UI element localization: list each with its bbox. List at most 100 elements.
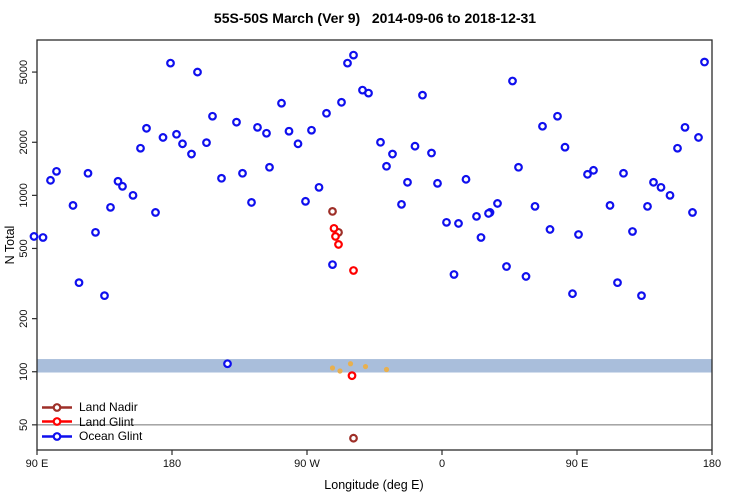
data-point-ocean-glint — [493, 199, 502, 208]
data-point-ocean-glint — [136, 143, 145, 153]
data-point-ocean-glint — [605, 201, 615, 210]
data-point-ocean-glint — [106, 202, 115, 212]
data-point-ocean-glint — [461, 174, 471, 184]
data-point-ocean-glint — [74, 278, 84, 288]
plot-legend: Land Nadir Land Glint Ocean Glint — [41, 400, 142, 444]
data-point-land-glint — [347, 371, 357, 381]
data-point-ocean-glint — [364, 88, 373, 98]
data-point-ocean-glint — [91, 227, 100, 237]
y-tick-label: 2000 — [18, 130, 30, 154]
data-point-ocean-glint — [700, 57, 709, 67]
data-point-ocean-glint — [217, 173, 226, 183]
data-point-ocean-glint — [433, 178, 442, 188]
data-point-ocean-glint — [427, 148, 436, 158]
land-glint-symbol-icon — [42, 417, 72, 427]
data-point-ocean-glint — [449, 270, 459, 279]
data-point-ocean-glint — [238, 168, 247, 178]
data-point-ocean-glint — [232, 117, 241, 127]
data-point-ocean-glint — [665, 190, 675, 200]
data-point-ocean-glint — [142, 123, 151, 133]
data-point-ocean-glint — [265, 162, 274, 172]
data-point-ocean-glint — [476, 233, 486, 242]
data-point-ocean-glint — [29, 232, 39, 241]
data-point-orange — [337, 368, 343, 374]
data-point-ocean-glint — [247, 198, 256, 207]
data-point-ocean-glint — [38, 233, 48, 242]
data-point-ocean-glint — [560, 142, 570, 152]
data-point-ocean-glint — [382, 161, 391, 171]
legend-label: Land Glint — [79, 414, 134, 429]
data-point-ocean-glint — [322, 108, 331, 118]
plot-layers: 90 E 180 90 W 0 90 E 180 50 100 200 500 1000 2000 50… — [18, 39, 721, 470]
data-point-ocean-glint — [574, 230, 583, 239]
data-point-ocean-glint — [521, 272, 531, 281]
y-tick-label: 100 — [18, 363, 30, 381]
legend-circle — [52, 417, 62, 427]
data-point-ocean-glint — [454, 219, 463, 228]
data-point-ocean-glint — [293, 139, 303, 149]
data-point-ocean-glint — [193, 67, 202, 77]
data-point-ocean-glint — [158, 133, 168, 142]
x-tick-label: 180 — [163, 458, 181, 470]
data-point-orange — [329, 365, 336, 371]
data-point-ocean-glint — [52, 166, 61, 176]
y-axis-title: N Total — [3, 226, 17, 265]
data-point-ocean-glint — [553, 111, 562, 121]
data-point-ocean-glint — [343, 58, 352, 68]
data-point-ocean-glint — [410, 141, 420, 151]
legend-circle — [52, 402, 62, 412]
data-point-ocean-glint — [68, 201, 78, 210]
chart-title: 55S-50S March (Ver 9) 2014-09-06 to 2018… — [213, 10, 537, 26]
data-point-ocean-glint — [472, 211, 481, 221]
data-point-ocean-glint — [314, 182, 324, 192]
data-point-ocean-glint — [388, 149, 397, 159]
data-point-ocean-glint — [113, 176, 123, 186]
data-point-ocean-glint — [619, 168, 628, 178]
data-point-ocean-glint — [538, 121, 547, 131]
data-point-ocean-glint — [530, 201, 540, 211]
data-point-ocean-glint — [202, 138, 211, 148]
data-point-ocean-glint — [637, 291, 646, 301]
data-point-ocean-glint — [307, 125, 316, 135]
data-point-ocean-glint — [118, 181, 127, 191]
x-tick-label: 90 W — [294, 458, 320, 470]
plot-border — [36, 39, 713, 451]
data-point-ocean-glint — [403, 177, 412, 187]
data-point-ocean-glint — [418, 90, 427, 100]
y-tick-label: 500 — [18, 239, 30, 257]
data-point-ocean-glint — [178, 139, 187, 149]
legend-item-ocean-glint: Ocean Glint — [41, 429, 142, 444]
data-point-ocean-glint — [284, 126, 294, 136]
data-point-ocean-glint — [514, 162, 523, 172]
land-nadir-symbol-icon — [42, 402, 72, 412]
data-point-ocean-glint — [628, 227, 637, 236]
data-point-ocean-glint — [643, 201, 652, 211]
legend-label: Ocean Glint — [79, 429, 143, 444]
data-point-ocean-glint — [397, 199, 406, 209]
highlight-band — [37, 359, 712, 373]
data-point-ocean-glint — [589, 165, 598, 175]
y-tick-label: 1000 — [18, 183, 30, 207]
y-tick-label: 5000 — [18, 60, 30, 84]
data-point-ocean-glint — [694, 133, 703, 142]
x-tick-label: 0 — [439, 458, 445, 470]
data-point-ocean-glint — [649, 177, 658, 187]
data-point-ocean-glint — [376, 137, 385, 147]
data-point-orange — [347, 361, 354, 367]
legend-item-land-nadir: Land Nadir — [41, 400, 142, 415]
data-point-ocean-glint — [680, 122, 690, 132]
x-tick-label: 90 E — [566, 458, 589, 470]
x-tick-label: 90 E — [26, 458, 49, 470]
data-point-ocean-glint — [277, 98, 286, 108]
data-point-ocean-glint — [502, 262, 511, 271]
x-tick-label: 180 — [703, 458, 721, 470]
y-tick-label: 200 — [18, 309, 30, 327]
data-point-ocean-glint — [673, 143, 682, 153]
data-point-land-glint — [329, 223, 339, 233]
data-point-ocean-glint — [656, 182, 666, 192]
data-point-ocean-glint — [508, 76, 517, 86]
data-point-land-nadir — [349, 433, 358, 443]
data-point-ocean-glint — [166, 58, 175, 68]
